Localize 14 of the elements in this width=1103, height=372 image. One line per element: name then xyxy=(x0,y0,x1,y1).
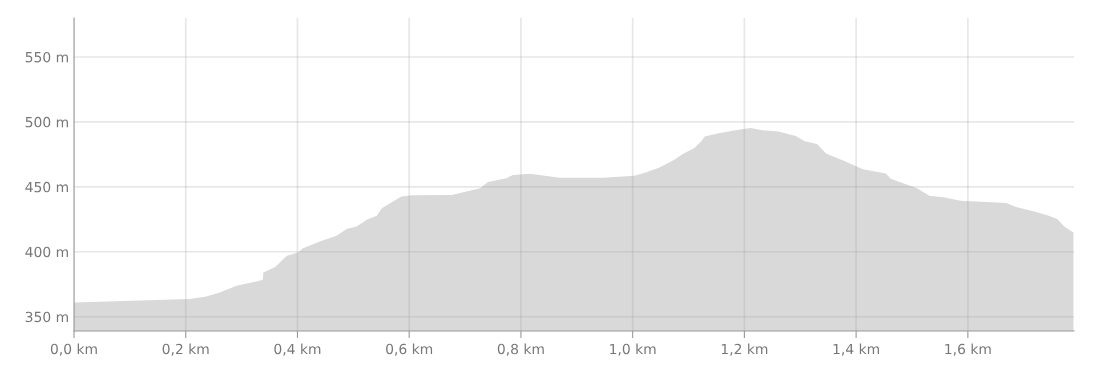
x-tick-label: 0,8 km xyxy=(497,343,544,356)
y-tick-label: 550 m xyxy=(25,51,68,63)
y-tick-label: 500 m xyxy=(25,116,68,128)
x-tick-label: 0,4 km xyxy=(274,343,321,356)
x-tick-label: 0,6 km xyxy=(386,343,433,356)
y-tick-label: 350 m xyxy=(25,311,68,323)
y-tick-label: 450 m xyxy=(25,181,68,193)
x-tick-label: 1,4 km xyxy=(833,343,879,356)
x-tick-label: 1,0 km xyxy=(610,343,656,356)
y-tick-label: 400 m xyxy=(25,246,68,258)
x-tick-label: 0,0 km xyxy=(50,343,97,356)
x-tick-label: 1,6 km xyxy=(945,343,991,356)
x-tick-label: 0,2 km xyxy=(162,343,209,356)
x-tick-label: 1,2 km xyxy=(721,343,768,356)
